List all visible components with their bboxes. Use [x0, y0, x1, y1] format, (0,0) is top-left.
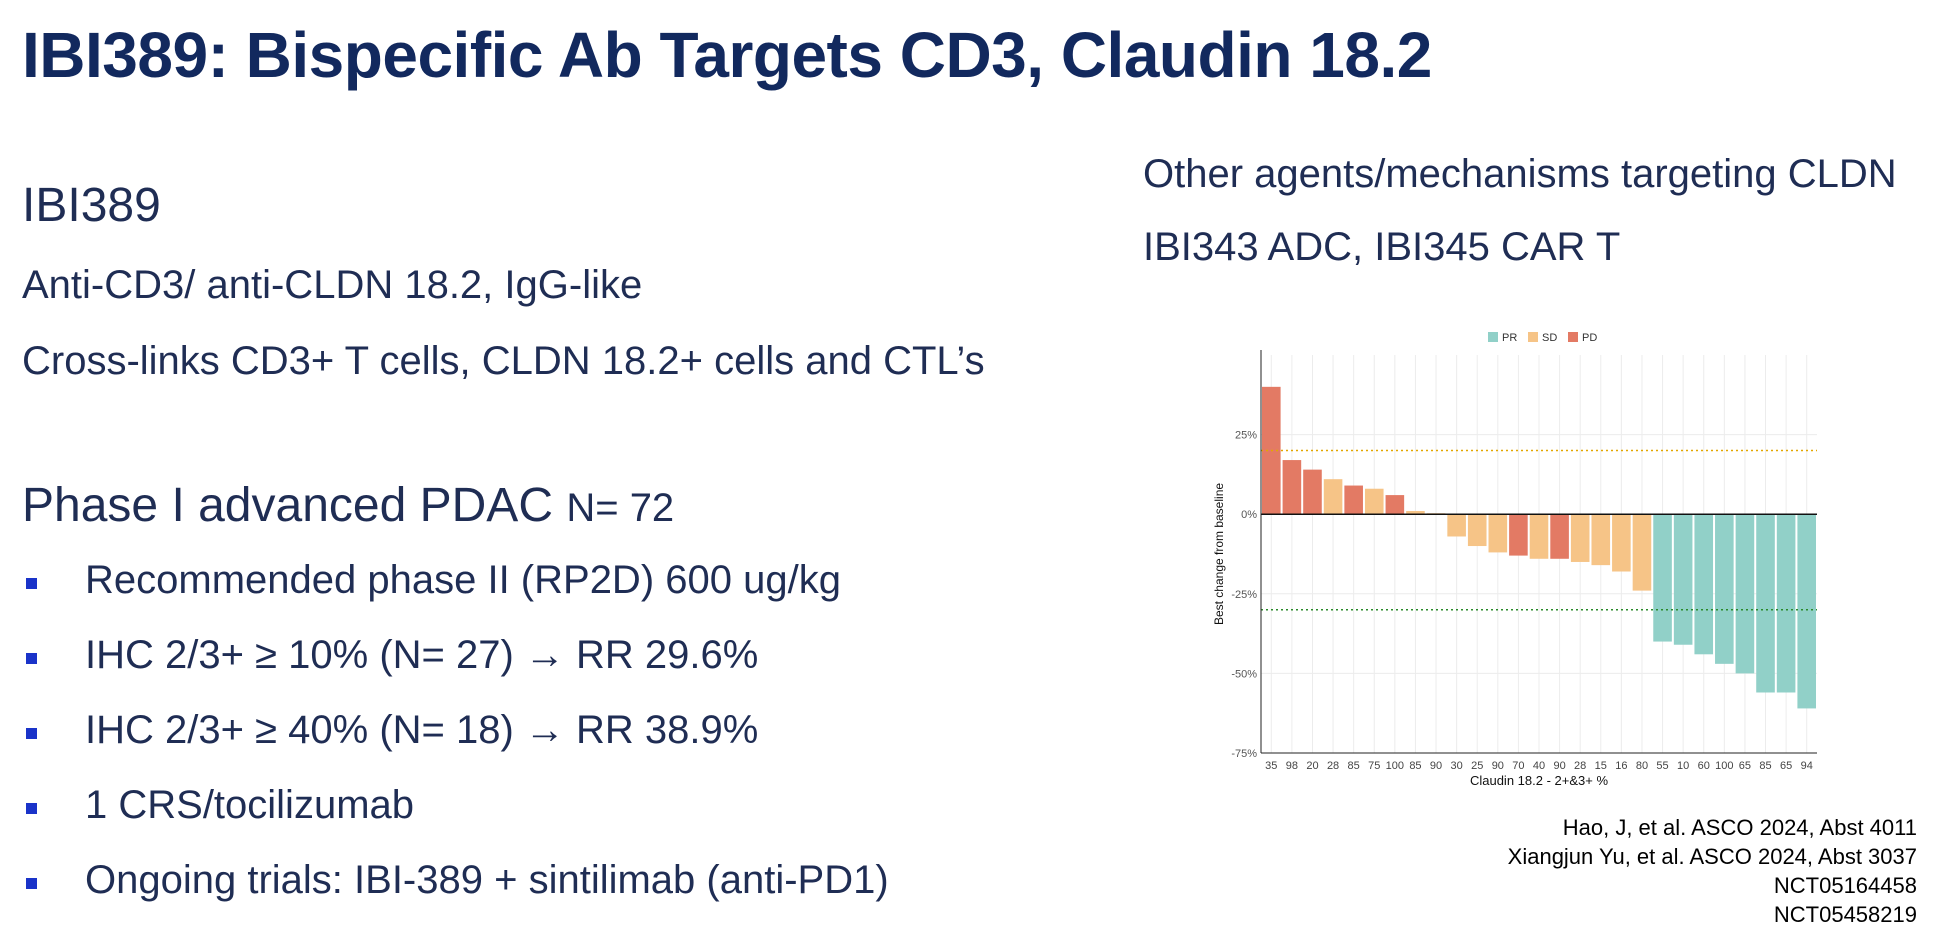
legend-swatch — [1568, 332, 1578, 342]
bar-pr — [1694, 514, 1714, 655]
x-tick-label: 90 — [1492, 760, 1504, 772]
mechanism-line: Anti-CD3/ anti-CLDN 18.2, IgG-like — [22, 263, 643, 307]
x-tick-label: 90 — [1430, 760, 1442, 772]
x-axis-label: Claudin 18.2 - 2+&3+ % — [1470, 773, 1608, 788]
waterfall-chart: 25% 0% -25% -50% -75% 35 98 20 28 85 75 100 85 90 30 25… — [1212, 332, 1817, 788]
bullet-square-icon — [26, 578, 37, 589]
bullet-text: IHC 2/3+ ≥ 10% (N= 27) → RR 29.6% — [85, 633, 759, 677]
bar-pr — [1756, 514, 1775, 693]
reference-line: Hao, J, et al. ASCO 2024, Abst 4011 — [1562, 815, 1917, 840]
bullet-item: Recommended phase II (RP2D) 600 ug/kg — [22, 558, 889, 633]
bar-pr — [1797, 514, 1816, 709]
x-tick-label: 94 — [1801, 760, 1813, 772]
bullet-text: 1 CRS/tocilizumab — [85, 783, 415, 827]
bullet-item: IHC 2/3+ ≥ 40% (N= 18) → RR 38.9% — [22, 708, 889, 783]
bullet-square-icon — [26, 728, 37, 739]
bar-sd — [1488, 514, 1508, 553]
crosslink-line: Cross-links CD3+ T cells, CLDN 18.2+ cel… — [22, 339, 985, 383]
phase-heading-text: Phase I advanced PDAC — [22, 479, 553, 532]
x-tick-label: 10 — [1677, 760, 1689, 772]
reference-line: Xiangjun Yu, et al. ASCO 2024, Abst 3037 — [1507, 844, 1917, 869]
x-tick-label: 85 — [1348, 760, 1360, 772]
y-tick-label: 0% — [1241, 509, 1257, 521]
bar-pr — [1653, 514, 1672, 642]
bullet-item: 1 CRS/tocilizumab — [22, 783, 889, 858]
phase-n: N= 72 — [566, 486, 675, 530]
bar-sd — [1447, 514, 1466, 537]
x-tick-label: 80 — [1636, 760, 1648, 772]
bar-sd — [1570, 514, 1590, 562]
references: Hao, J, et al. ASCO 2024, Abst 4011 Xian… — [1508, 813, 1917, 929]
bullet-square-icon — [26, 653, 37, 664]
bullet-item: Ongoing trials: IBI-389 + sintilimab (an… — [22, 858, 889, 933]
phase-heading: Phase I advanced PDAC N= 72 — [22, 478, 674, 533]
x-tick-label: 16 — [1615, 760, 1627, 772]
legend-swatch — [1528, 332, 1538, 342]
bar-pr — [1776, 514, 1796, 693]
legend-label: PR — [1502, 332, 1517, 344]
other-agents-heading: Other agents/mechanisms targeting CLDN — [1143, 152, 1897, 196]
x-tick-label: 65 — [1739, 760, 1751, 772]
reference-line: NCT05164458 — [1773, 873, 1917, 898]
x-tick-label: 55 — [1656, 760, 1668, 772]
drug-name: IBI389 — [22, 179, 161, 232]
legend-label: PD — [1582, 332, 1597, 344]
x-tick-label: 100 — [1386, 760, 1404, 772]
legend-swatch — [1488, 332, 1498, 342]
bar-sd — [1406, 511, 1425, 515]
bar-sd — [1591, 514, 1611, 566]
x-tick-label: 15 — [1595, 760, 1607, 772]
bar-pd — [1282, 460, 1302, 515]
y-tick-label: -75% — [1231, 748, 1257, 760]
bar-sd — [1467, 514, 1487, 547]
x-tick-label: 30 — [1451, 760, 1463, 772]
bar-sd — [1323, 479, 1343, 515]
bar-pd — [1550, 514, 1569, 559]
x-tick-label: 65 — [1780, 760, 1792, 772]
legend-label: SD — [1542, 332, 1557, 344]
bar-pd — [1303, 469, 1322, 515]
other-agents-list: IBI343 ADC, IBI345 CAR T — [1143, 225, 1621, 269]
bar-pr — [1735, 514, 1755, 674]
bar-pr — [1715, 514, 1734, 664]
bar-pd — [1344, 485, 1363, 515]
bar-sd — [1364, 488, 1384, 515]
x-tick-label: 90 — [1553, 760, 1565, 772]
bar-sd — [1529, 514, 1549, 559]
bullet-square-icon — [26, 803, 37, 814]
bullet-text: Recommended phase II (RP2D) 600 ug/kg — [85, 558, 841, 602]
y-axis-label: Best change from baseline — [1212, 483, 1226, 625]
bar-sd — [1632, 514, 1652, 591]
x-tick-label: 85 — [1409, 760, 1421, 772]
x-tick-label: 28 — [1574, 760, 1586, 772]
x-tick-label: 100 — [1715, 760, 1733, 772]
bar-sd — [1612, 514, 1631, 572]
bullet-item: IHC 2/3+ ≥ 10% (N= 27) → RR 29.6% — [22, 633, 889, 708]
bullet-list: Recommended phase II (RP2D) 600 ug/kg IH… — [22, 558, 889, 933]
x-tick-label: 40 — [1533, 760, 1545, 772]
bar-pd — [1385, 495, 1405, 515]
bullet-text: IHC 2/3+ ≥ 40% (N= 18) → RR 38.9% — [85, 708, 759, 752]
x-tick-label: 20 — [1306, 760, 1318, 772]
y-tick-label: 25% — [1235, 430, 1257, 442]
bar-pd — [1509, 514, 1528, 556]
bullet-square-icon — [26, 878, 37, 889]
x-tick-label: 35 — [1265, 760, 1277, 772]
y-tick-label: -50% — [1231, 668, 1257, 680]
x-tick-label: 60 — [1698, 760, 1710, 772]
y-tick-label: -25% — [1231, 589, 1257, 601]
bullet-text: Ongoing trials: IBI-389 + sintilimab (an… — [85, 858, 889, 902]
reference-line: NCT05458219 — [1773, 902, 1917, 927]
x-tick-label: 75 — [1368, 760, 1380, 772]
x-tick-label: 70 — [1512, 760, 1524, 772]
slide-title: IBI389: Bispecific Ab Targets CD3, Claud… — [22, 19, 1432, 91]
x-tick-label: 28 — [1327, 760, 1339, 772]
x-tick-label: 25 — [1471, 760, 1483, 772]
x-tick-label: 98 — [1286, 760, 1298, 772]
x-tick-label: 85 — [1759, 760, 1771, 772]
bar-pr — [1673, 514, 1693, 645]
